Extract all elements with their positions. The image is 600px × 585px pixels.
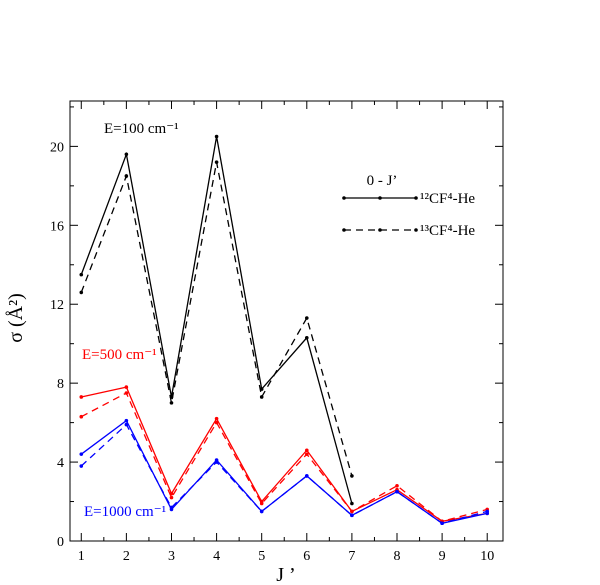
legend-title: 0 - J’ bbox=[367, 173, 398, 189]
data-point bbox=[259, 501, 264, 506]
data-point bbox=[124, 391, 129, 395]
data-point bbox=[169, 505, 174, 510]
series-line-3 bbox=[80, 392, 488, 522]
series-layer bbox=[79, 134, 490, 526]
legend-marker-dashed-3 bbox=[414, 228, 418, 232]
x-tick-label: 10 bbox=[480, 549, 494, 564]
y-tick-label: 20 bbox=[50, 140, 64, 155]
data-point bbox=[124, 422, 129, 427]
legend-marker-dashed-2 bbox=[378, 228, 382, 232]
data-point bbox=[304, 474, 309, 478]
series-line-5 bbox=[80, 423, 488, 524]
data-point bbox=[214, 416, 219, 421]
plot-frame bbox=[69, 100, 504, 542]
data-point bbox=[124, 385, 129, 389]
legend-marker-solid-2 bbox=[378, 196, 382, 200]
data-point bbox=[79, 290, 84, 295]
data-point bbox=[124, 418, 129, 423]
data-point bbox=[79, 272, 84, 277]
data-point bbox=[350, 513, 354, 518]
data-point bbox=[485, 509, 490, 514]
x-tick-label: 2 bbox=[123, 549, 130, 564]
data-point bbox=[79, 464, 84, 468]
legend-marker-solid-3 bbox=[414, 196, 418, 200]
data-point bbox=[304, 335, 309, 340]
x-tick-label: 7 bbox=[348, 549, 355, 564]
x-tick-label: 4 bbox=[213, 549, 220, 564]
y-tick-label: 4 bbox=[57, 456, 64, 471]
series-line-0 bbox=[80, 136, 353, 504]
data-point bbox=[169, 495, 174, 500]
data-point bbox=[79, 395, 84, 399]
x-tick-label: 5 bbox=[258, 549, 265, 564]
data-point bbox=[304, 452, 309, 456]
data-point bbox=[440, 521, 444, 526]
series-line-1 bbox=[80, 162, 353, 477]
annotation-e100: E=100 cm⁻¹ bbox=[104, 121, 179, 137]
y-tick-label: 12 bbox=[50, 298, 64, 313]
x-tick-label: 3 bbox=[168, 549, 175, 564]
legend-label-13cf4: ¹³CF⁴-He bbox=[420, 223, 475, 239]
data-point bbox=[395, 483, 399, 488]
data-point bbox=[214, 420, 219, 425]
data-point bbox=[214, 134, 219, 139]
series-line-2 bbox=[81, 386, 488, 522]
data-point bbox=[395, 489, 399, 494]
legend-marker-solid-1 bbox=[342, 196, 346, 200]
legend: 0 - J’ ¹²CF⁴-He ¹³CF⁴-He bbox=[342, 173, 475, 239]
data-point bbox=[79, 414, 84, 419]
legend-label-12cf4: ¹²CF⁴-He bbox=[420, 191, 475, 207]
x-axis-label: J ’ bbox=[276, 564, 295, 585]
data-point bbox=[124, 174, 129, 178]
data-point bbox=[350, 501, 354, 506]
data-point bbox=[259, 509, 264, 514]
data-point bbox=[304, 316, 309, 320]
legend-marker-dashed-1 bbox=[342, 228, 346, 232]
annotation-e500: E=500 cm⁻¹ bbox=[82, 347, 157, 363]
x-tick-label: 6 bbox=[303, 549, 310, 564]
x-tick-label: 8 bbox=[394, 549, 401, 564]
x-tick-label: 9 bbox=[439, 549, 446, 564]
y-tick-label: 0 bbox=[57, 535, 64, 550]
y-axis-label: σ (Å²) bbox=[5, 293, 27, 343]
x-tick-label: 1 bbox=[78, 549, 85, 564]
y-tick-label: 16 bbox=[50, 219, 64, 234]
data-point bbox=[259, 395, 264, 399]
data-point bbox=[350, 509, 354, 514]
data-point bbox=[79, 452, 84, 456]
annotation-e1000: E=1000 cm⁻¹ bbox=[84, 504, 166, 520]
data-point bbox=[350, 474, 354, 478]
data-point bbox=[304, 448, 309, 453]
y-tick-label: 8 bbox=[57, 377, 64, 392]
data-point bbox=[214, 160, 219, 164]
data-point bbox=[124, 152, 129, 157]
data-point bbox=[169, 401, 174, 405]
data-point bbox=[214, 460, 219, 464]
